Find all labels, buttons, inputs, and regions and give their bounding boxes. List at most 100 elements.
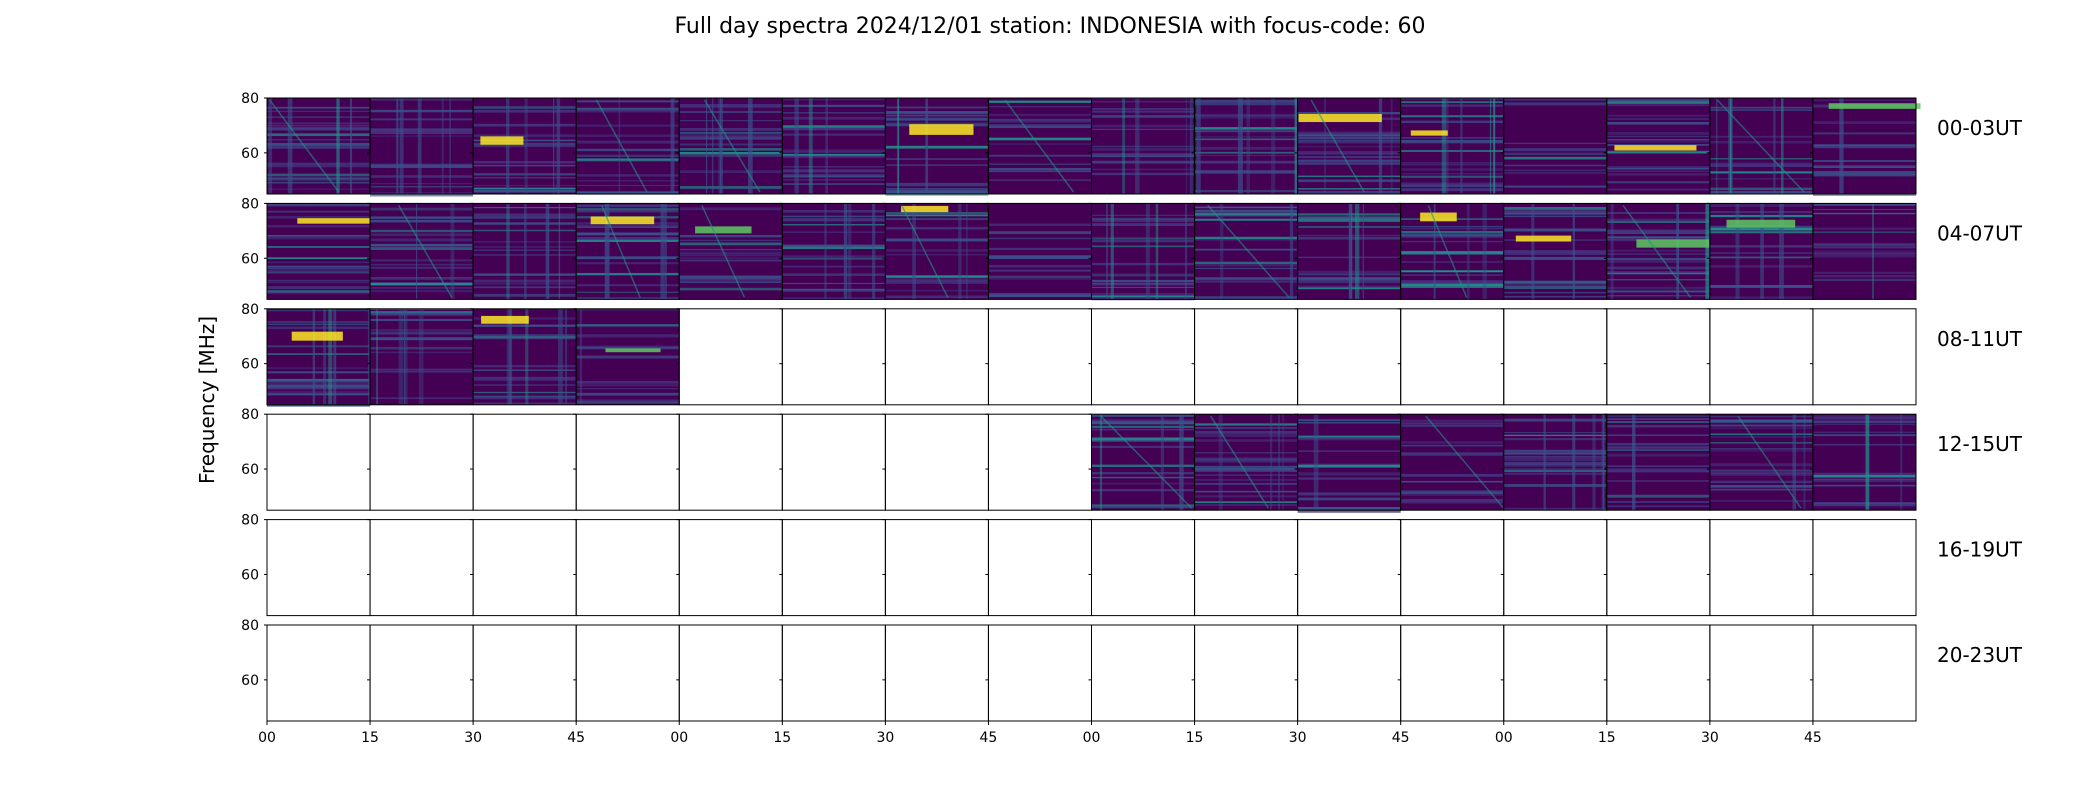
spectrum-stripe — [1400, 163, 1504, 166]
spectrum-drift — [1210, 415, 1269, 509]
panel-frame — [678, 413, 783, 511]
spectrum-stripe — [1812, 480, 1916, 483]
spectrum-band — [912, 203, 916, 300]
spectrum-band — [1460, 98, 1463, 194]
y-tick-label: 80 — [241, 407, 259, 423]
spectrum-stripe — [1400, 492, 1504, 495]
spectrum-stripe — [988, 143, 1092, 145]
spectrum-stripe — [473, 376, 577, 380]
panel-frame — [678, 308, 783, 406]
spectrum-panel — [264, 519, 371, 617]
spectrum-stripe — [267, 384, 371, 388]
spectrum-panel — [1603, 202, 1726, 300]
spectrum-band — [1865, 414, 1870, 511]
spectrum-stripe — [267, 371, 371, 374]
spectrum-panel — [1088, 519, 1196, 617]
spectrum-drift — [1737, 415, 1802, 509]
spectrum-band — [336, 98, 340, 194]
spectrum-panel — [1706, 413, 1814, 511]
y-tick-label: 60 — [241, 673, 259, 689]
spectrum-stripe — [1297, 421, 1401, 424]
spectrum-band — [1196, 98, 1201, 194]
spectrum-stripe — [1812, 443, 1916, 446]
spectrum-stripe — [1606, 236, 1710, 238]
spectrum-stripe — [1194, 281, 1298, 283]
spectrum-stripe — [1400, 240, 1504, 243]
spectrum-stripe — [1297, 146, 1401, 148]
spectrum-stripe — [1709, 500, 1813, 502]
spectrum-stripe — [370, 368, 474, 371]
spectrum-stripe — [1194, 430, 1298, 434]
spectrum-stripe — [576, 273, 680, 276]
spectrum-background — [1400, 98, 1504, 194]
spectrum-stripe — [1606, 166, 1710, 169]
spectrum-panel — [1500, 308, 1608, 406]
spectrum-stripe — [473, 109, 577, 113]
spectrum-stripe — [1812, 244, 1916, 246]
panel-frame — [1503, 624, 1608, 722]
spectrum-band — [1705, 203, 1711, 300]
spectrum-stripe — [679, 170, 783, 174]
spectrum-stripe — [1709, 419, 1813, 422]
spectrum-stripe — [1606, 114, 1710, 117]
spectrum-stripe — [1091, 504, 1195, 507]
spectrum-stripe — [885, 184, 989, 187]
spectrum-panel — [882, 308, 989, 406]
spectrum-stripe — [1194, 474, 1298, 476]
panel-frame — [1194, 624, 1299, 722]
spectrum-stripe — [1091, 489, 1195, 492]
row-labels: 00-03UT 04-07UT 08-11UT 12-15UT 16-19UT 20-23… — [1937, 116, 2023, 667]
spectrum-stripe — [1400, 270, 1504, 273]
spectrum-band — [1155, 203, 1159, 300]
spectrum-panel — [1088, 202, 1196, 301]
spectrum-band — [1270, 414, 1273, 511]
spectrum-stripe — [1503, 207, 1607, 210]
spectrum-panel — [1809, 519, 1917, 617]
spectrum-stripe — [885, 238, 989, 242]
spectrum-band — [1313, 414, 1319, 511]
spectrum-stripe — [1091, 262, 1195, 266]
spectrum-background — [370, 98, 474, 194]
spectrum-background — [267, 308, 371, 405]
spectrum-stripe — [267, 144, 371, 147]
spectrum-stripe — [679, 104, 783, 107]
panel-frame — [1400, 519, 1505, 617]
spectrum-stripe — [782, 155, 886, 158]
spectrum-band — [747, 98, 753, 194]
spectrum-stripe — [1400, 184, 1504, 188]
spectrum-stripe — [782, 258, 886, 260]
panel-frame — [884, 519, 989, 617]
spectrum-stripe — [267, 271, 371, 274]
spectrum-stripe — [1606, 173, 1710, 176]
spectrum-background — [782, 98, 886, 194]
spectrum-stripe — [370, 347, 474, 350]
spectrum-stripe — [885, 182, 989, 185]
spectrum-panel — [985, 97, 1092, 195]
spectrum-burst — [1636, 239, 1726, 248]
panel-frame — [1503, 519, 1608, 617]
spectrum-band — [579, 308, 583, 405]
spectrum-stripe — [576, 224, 680, 227]
spectrum-stripe — [1091, 220, 1195, 222]
spectrum-panel — [1706, 624, 1814, 722]
spectrum-stripe — [576, 238, 680, 241]
spectrum-panel — [1191, 413, 1301, 511]
spectrum-stripe — [1606, 249, 1710, 252]
spectrum-background — [1194, 203, 1298, 300]
spectrum-stripe — [576, 205, 680, 208]
spectrum-stripe — [1091, 282, 1195, 285]
spectrum-stripe — [1297, 188, 1401, 190]
spectrum-stripe — [1091, 110, 1195, 113]
spectrum-stripe — [1194, 469, 1298, 472]
x-tick-label: 45 — [1804, 730, 1822, 746]
spectrum-band — [660, 203, 665, 300]
spectrum-panel — [1809, 624, 1917, 722]
spectrum-stripe — [988, 231, 1092, 235]
spectrum-band — [1350, 203, 1353, 300]
spectrum-stripe — [1297, 472, 1401, 474]
spectrum-stripe — [782, 151, 886, 153]
spectrum-panel — [1294, 202, 1402, 300]
panel-frame — [987, 413, 1092, 511]
spectrum-stripe — [1503, 285, 1607, 289]
